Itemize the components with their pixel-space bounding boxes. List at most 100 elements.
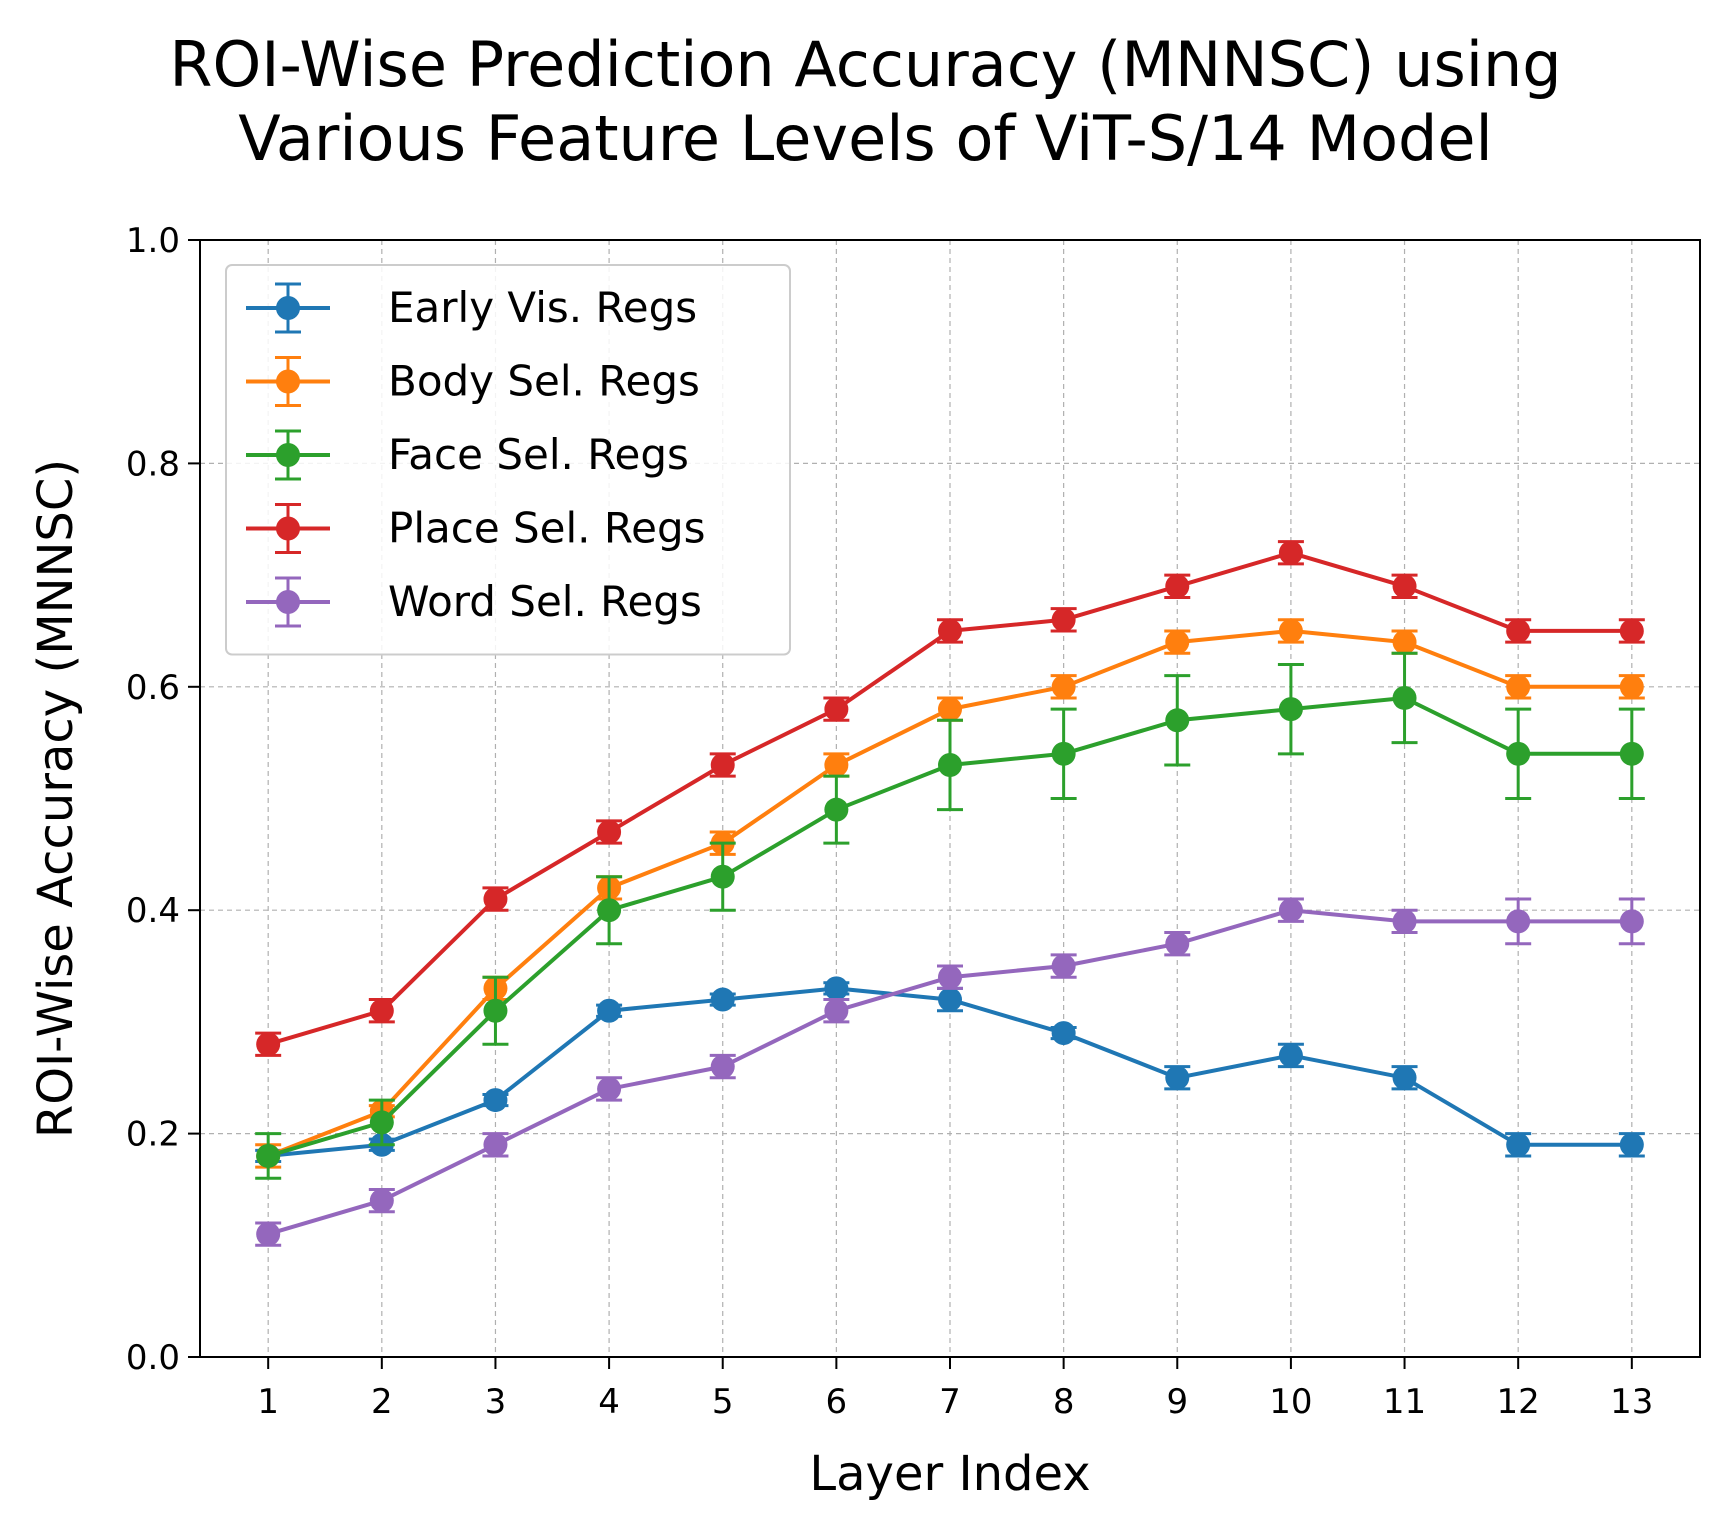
data-point [1165, 708, 1190, 733]
y-tick-label: 0.2 [126, 1115, 180, 1155]
data-point [483, 887, 508, 912]
data-point [483, 1132, 508, 1157]
plot-frame [199, 239, 1701, 1358]
data-point [1165, 630, 1190, 655]
x-tick-label: 5 [712, 1382, 734, 1422]
data-point [1051, 607, 1076, 632]
legend-item: Body Sel. Regs [246, 356, 700, 407]
data-point [1619, 909, 1644, 934]
data-point [1051, 741, 1076, 766]
y-axis-ticks: 0.0 0.2 0.4 0.6 0.8 1.0 [126, 221, 200, 1378]
data-point [824, 797, 849, 822]
legend-label: Word Sel. Regs [388, 577, 702, 626]
x-tick-label: 9 [1166, 1382, 1188, 1422]
data-point [710, 987, 735, 1012]
legend-item: Face Sel. Regs [246, 429, 689, 481]
chart-title-line-1: ROI-Wise Prediction Accuracy (MNNSC) usi… [169, 28, 1562, 101]
legend-swatch-marker [276, 443, 300, 467]
data-point [1051, 1021, 1076, 1046]
data-point [1051, 954, 1076, 979]
data-point [256, 1032, 281, 1057]
legend-swatch-marker [276, 590, 300, 614]
data-point [710, 1054, 735, 1079]
y-tick-label: 0.8 [126, 444, 180, 484]
data-point [938, 618, 962, 643]
data-point [824, 697, 849, 722]
data-point [1506, 741, 1531, 766]
data-point [710, 864, 735, 889]
data-point [1392, 630, 1417, 655]
x-tick-label: 8 [1053, 1382, 1075, 1422]
x-tick-label: 3 [485, 1382, 507, 1422]
legend-swatch-marker [276, 369, 300, 394]
y-tick-label: 0.0 [126, 1338, 180, 1378]
data-point [1506, 1132, 1531, 1157]
x-tick-label: 13 [1610, 1382, 1653, 1422]
legend: Early Vis. Regs Body Sel. Regs Face Sel. R… [225, 264, 791, 656]
data-point [1619, 1132, 1644, 1157]
data-point [483, 998, 508, 1023]
data-point [1392, 1065, 1417, 1090]
data-point [938, 987, 962, 1012]
y-tick-label: 0.4 [126, 891, 180, 931]
data-point [256, 1222, 281, 1247]
data-point [597, 998, 622, 1023]
data-point [1392, 909, 1417, 934]
data-point [1051, 674, 1076, 699]
data-point [1619, 618, 1644, 643]
series-group [255, 540, 1645, 1247]
x-tick-label: 12 [1497, 1382, 1540, 1422]
data-point [938, 965, 962, 990]
data-point [369, 1110, 394, 1135]
data-point [1506, 618, 1531, 643]
legend-box [225, 264, 791, 656]
y-axis-label: ROI-Wise Accuracy (MNNSC) [28, 459, 84, 1138]
legend-label: Place Sel. Regs [388, 504, 706, 553]
data-point [1278, 540, 1303, 565]
x-axis-label: Layer Index [809, 1446, 1090, 1502]
x-tick-label: 11 [1383, 1382, 1426, 1422]
data-point [1165, 1065, 1190, 1090]
series-face-sel-regs [255, 651, 1645, 1180]
data-point [369, 1188, 394, 1213]
series-body-sel-regs [255, 618, 1645, 1169]
legend-item: Word Sel. Regs [246, 576, 702, 628]
data-point [256, 1143, 281, 1168]
x-tick-label: 6 [826, 1382, 848, 1422]
data-point [710, 752, 735, 777]
data-point [1392, 685, 1417, 710]
data-point [824, 976, 849, 1001]
data-point [824, 998, 849, 1023]
data-point [369, 998, 394, 1023]
data-point [938, 697, 962, 722]
legend-item: Place Sel. Regs [246, 503, 706, 554]
data-point [1392, 574, 1417, 599]
chart-title-line-2: Various Feature Levels of ViT-S/14 Model [238, 102, 1493, 175]
data-point [824, 752, 849, 777]
legend-swatch-marker [276, 516, 300, 541]
x-axis-ticks: 1 2 3 4 5 6 7 8 9 10 11 12 13 [257, 1357, 1653, 1422]
data-point [1619, 741, 1644, 766]
x-tick-label: 4 [598, 1382, 620, 1422]
data-point [938, 752, 962, 777]
legend-swatch-marker [276, 296, 300, 320]
data-point [1278, 618, 1303, 643]
data-point [1506, 674, 1531, 699]
data-point [483, 1088, 508, 1113]
x-tick-label: 1 [257, 1382, 279, 1422]
y-tick-label: 0.6 [126, 668, 180, 708]
data-point [1165, 574, 1190, 599]
series-place-sel-regs [255, 540, 1645, 1057]
legend-label: Face Sel. Regs [388, 430, 689, 479]
x-tick-label: 2 [371, 1382, 393, 1422]
data-point [1278, 697, 1303, 722]
data-point [597, 898, 622, 923]
x-tick-label: 7 [939, 1382, 961, 1422]
data-point [597, 1076, 622, 1101]
data-point [1165, 931, 1190, 956]
legend-label: Body Sel. Regs [388, 357, 700, 406]
data-point [1278, 1043, 1303, 1068]
data-point [1506, 909, 1531, 934]
data-point [1278, 898, 1303, 923]
legend-item: Early Vis. Regs [246, 282, 697, 334]
